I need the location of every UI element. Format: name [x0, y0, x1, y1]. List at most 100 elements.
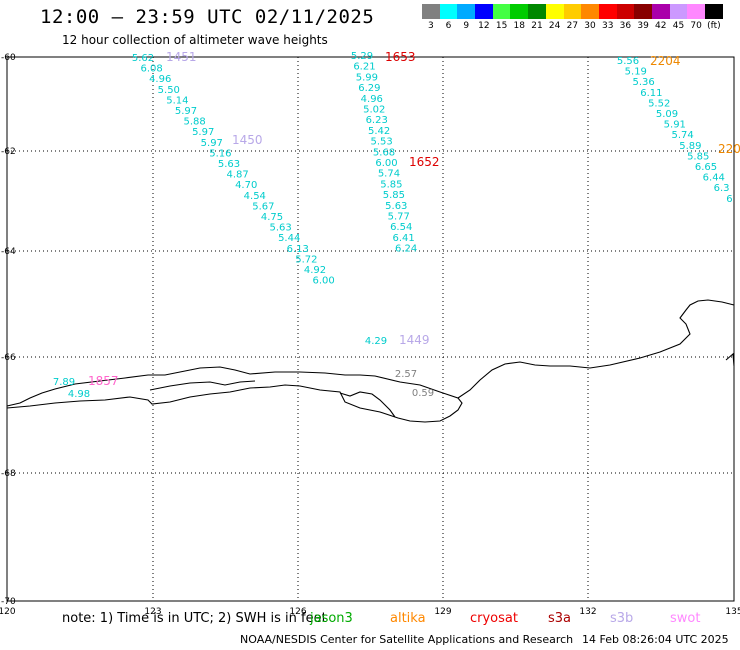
- wave-height-value: 4.54: [244, 191, 266, 202]
- wave-height-value: 5.36: [632, 77, 654, 88]
- wave-height-value: 6.65: [695, 162, 717, 173]
- satellite-legend-item: s3a: [548, 611, 572, 626]
- wave-height-value: 5.97: [192, 127, 214, 138]
- lat-label: -68: [1, 469, 16, 479]
- wave-height-value: 5.72: [295, 254, 317, 265]
- wave-height-value: 5.85: [380, 179, 402, 190]
- wave-height-value: 5.89: [679, 141, 701, 152]
- colorbar-swatch: [492, 4, 511, 19]
- colorbar-label: 15: [495, 21, 508, 31]
- colorbar-label: 70: [690, 21, 702, 31]
- wave-height-value: 5.67: [252, 201, 274, 212]
- wave-height-value: 6.11: [640, 88, 662, 99]
- colorbar-swatch: [510, 4, 529, 19]
- coastline-inner: [6, 384, 463, 423]
- colorbar-swatch: [598, 4, 617, 19]
- wave-height-value: 5.63: [269, 223, 291, 234]
- wave-height-value: 5.62: [132, 53, 154, 64]
- wave-height-value: 2.57: [395, 369, 417, 380]
- wave-height-value: 5.68: [373, 147, 395, 158]
- colorbar-label: 30: [584, 21, 596, 31]
- lat-label: -60: [1, 53, 16, 63]
- map-subtitle: 12 hour collection of altimeter wave hei…: [62, 33, 328, 47]
- colorbar-label: 45: [672, 21, 685, 31]
- lat-label: -66: [1, 353, 16, 363]
- footnote: note: 1) Time is in UTC; 2) SWH is in fe…: [62, 611, 327, 626]
- wave-height-value: 5.74: [671, 130, 693, 141]
- colorbar-label: 39: [637, 21, 649, 31]
- wave-height-value: 5.99: [356, 72, 378, 83]
- wave-height-value: 7.89: [53, 377, 75, 388]
- satellite-legend-item: cryosat: [470, 611, 518, 626]
- colorbar-label: 33: [601, 21, 614, 31]
- gridlines: [7, 57, 734, 601]
- wave-height-value: 5.14: [166, 95, 188, 106]
- wave-height-value: 6.13: [287, 244, 309, 255]
- wave-height-value: 4.87: [226, 170, 248, 181]
- wave-height-value: 5.63: [385, 201, 407, 212]
- lon-label: 126: [289, 607, 306, 617]
- lon-label: 120: [0, 607, 16, 617]
- coastline-east: [725, 352, 735, 367]
- coastline: [6, 299, 735, 407]
- colorbar-swatch: [616, 4, 635, 19]
- wave-height-value: 5.50: [158, 85, 180, 96]
- lon-label: 129: [434, 607, 451, 617]
- satellite-legend-item: altika: [390, 611, 426, 626]
- colorbar-swatch: [422, 4, 440, 19]
- wave-height-value: 4.92: [304, 265, 326, 276]
- colorbar-label: (ft): [707, 21, 721, 31]
- plot-frame: [6, 56, 735, 602]
- wave-height-value: 5.77: [388, 212, 410, 223]
- wave-height-value: 5.09: [656, 109, 678, 120]
- colorbar: [422, 4, 723, 19]
- wave-height-value: 4.98: [68, 389, 90, 400]
- colorbar-swatch: [439, 4, 458, 19]
- lat-label: -62: [1, 147, 16, 157]
- map-title: 12:00 – 23:59 UTC 02/11/2025: [40, 6, 375, 28]
- colorbar-label: 12: [478, 21, 490, 31]
- colorbar-swatch: [581, 4, 599, 19]
- wave-height-value: 6.24: [395, 244, 417, 255]
- colorbar-swatch: [475, 4, 493, 19]
- satellite-legend-item: jason3: [310, 611, 353, 626]
- wave-height-value: 4.75: [261, 212, 283, 223]
- colorbar-swatch: [528, 4, 546, 19]
- colorbar-swatch: [651, 4, 670, 19]
- wave-height-value: 5.97: [175, 106, 197, 117]
- wave-height-value: 5.91: [664, 120, 686, 131]
- wave-height-value: 5.19: [625, 67, 647, 78]
- pass-time-label: 220: [718, 142, 740, 156]
- wave-height-value: 4.96: [149, 74, 171, 85]
- wave-height-value: 5.29: [351, 51, 373, 62]
- pass-time-label: 1450: [232, 133, 263, 147]
- colorbar-swatch: [669, 4, 688, 19]
- colorbar-label: 36: [619, 21, 632, 31]
- colorbar-label: 42: [655, 21, 667, 31]
- wave-height-value: 5.88: [183, 117, 205, 128]
- wave-height-value: 6.21: [353, 62, 375, 73]
- wave-height-value: 5.56: [617, 56, 639, 67]
- wave-height-value: 6: [726, 194, 732, 205]
- pass-time-label: 1451: [166, 50, 197, 64]
- colorbar-swatch: [705, 4, 723, 19]
- wave-height-value: 6.3: [714, 183, 730, 194]
- wave-height-value: 4.29: [365, 336, 387, 347]
- wave-height-value: 5.63: [218, 159, 240, 170]
- wave-height-value: 5.02: [363, 105, 385, 116]
- wave-height-value: 5.52: [648, 98, 670, 109]
- colorbar-label: 18: [513, 21, 525, 31]
- wave-height-value: 6.08: [140, 64, 162, 75]
- wave-height-value: 6.41: [393, 233, 415, 244]
- colorbar-label: 9: [463, 21, 470, 31]
- lat-label: -70: [1, 597, 16, 607]
- wave-height-value: 5.42: [368, 126, 390, 137]
- colorbar-label: 24: [548, 21, 561, 31]
- wave-height-value: 5.53: [370, 137, 392, 148]
- colorbar-swatch: [687, 4, 705, 19]
- satellite-legend-item: swot: [670, 611, 701, 626]
- wave-height-value: 5.97: [201, 138, 223, 149]
- satellite-tracks: 5.626.084.965.505.145.975.885.975.975.16…: [53, 50, 740, 400]
- colorbar-labels: 3 6 9 12 15 18 21 24 27 30 33 36 39 42 45 70 (ft): [422, 21, 723, 31]
